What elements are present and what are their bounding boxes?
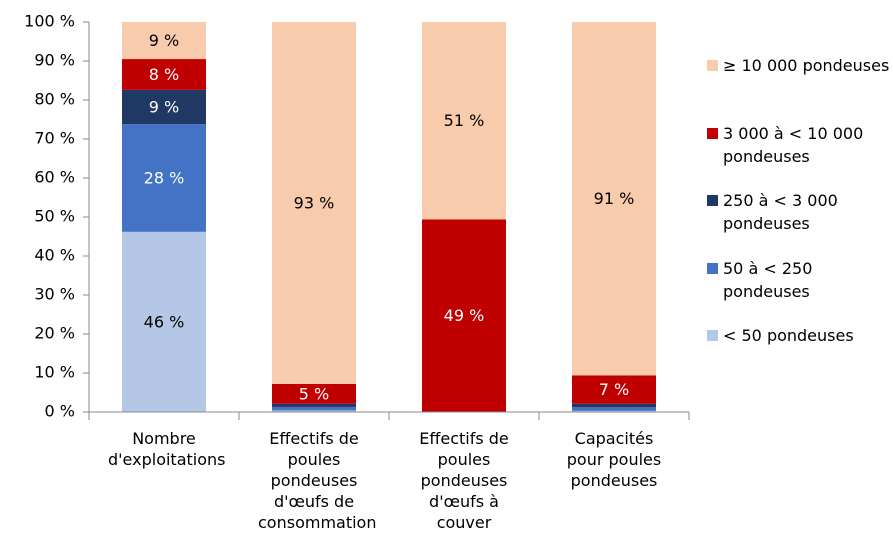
legend-entry: 3 000 à < 10 000 pondeuses (707, 122, 893, 168)
legend-label: 250 à < 3 000 pondeuses (723, 191, 838, 233)
legend-label: < 50 pondeuses (723, 326, 854, 345)
bar-segment (272, 383, 356, 404)
bar-segment (572, 407, 656, 411)
legend-swatch (707, 127, 718, 139)
legend-entry: 50 à < 250 pondeuses (707, 257, 893, 303)
data-label: 46 % (144, 312, 185, 331)
bar-segment (122, 59, 206, 90)
x-tick-label: Effectifs de poules pondeuses d'œufs de … (258, 429, 377, 532)
bar-segment (422, 22, 506, 220)
legend-swatch (707, 195, 718, 206)
x-tick-label: Nombre d'exploitations (108, 429, 226, 469)
data-label: 93 % (294, 193, 335, 212)
legend-swatch (707, 330, 718, 341)
x-tick-label: Capacités pour poules pondeuses (566, 429, 662, 490)
y-tick-label: 40 % (34, 246, 75, 265)
y-tick-label: 80 % (34, 90, 75, 109)
legend-label: 3 000 à < 10 000 pondeuses (723, 123, 864, 166)
legend-swatch (707, 60, 718, 71)
data-label: 51 % (444, 111, 485, 130)
bar-segment (122, 89, 206, 125)
bar-segment (272, 403, 356, 407)
y-tick-label: 0 % (45, 402, 75, 421)
y-tick-label: 50 % (34, 207, 75, 226)
data-label: 91 % (594, 189, 635, 208)
legend-label: ≥ 10 000 pondeuses (723, 56, 890, 75)
data-label: 49 % (444, 306, 485, 325)
legend-entry: < 50 pondeuses (707, 324, 893, 347)
bar-segment (572, 22, 656, 376)
data-label: 7 % (599, 380, 629, 399)
bar-segment (572, 375, 656, 404)
bar-segment (272, 406, 356, 411)
y-tick-label: 20 % (34, 324, 75, 343)
data-label: 9 % (149, 98, 179, 117)
y-tick-label: 100 % (24, 12, 75, 31)
legend-entry: ≥ 10 000 pondeuses (707, 54, 893, 77)
data-label: 9 % (149, 31, 179, 50)
data-label: 5 % (299, 384, 329, 403)
bar-segment (422, 219, 506, 412)
data-label: 28 % (144, 169, 185, 188)
x-tick-label: Effectifs de poules pondeuses d'œufs à c… (419, 429, 509, 532)
y-tick-label: 10 % (34, 363, 75, 382)
y-tick-label: 90 % (34, 51, 75, 70)
bar-segment (122, 124, 206, 232)
bar-segment (572, 403, 656, 408)
y-tick-label: 70 % (34, 129, 75, 148)
legend-label: 50 à < 250 pondeuses (723, 258, 813, 301)
y-tick-label: 30 % (34, 285, 75, 304)
bar-segment (272, 410, 356, 412)
bar-segment (122, 22, 206, 60)
legend-swatch (707, 262, 718, 274)
legend-entry: 250 à < 3 000 pondeuses (707, 189, 893, 235)
y-tick-label: 60 % (34, 168, 75, 187)
bar-segment (272, 22, 356, 384)
bar-segment (122, 231, 206, 412)
data-label: 8 % (149, 65, 179, 84)
bar-segment (572, 410, 656, 412)
